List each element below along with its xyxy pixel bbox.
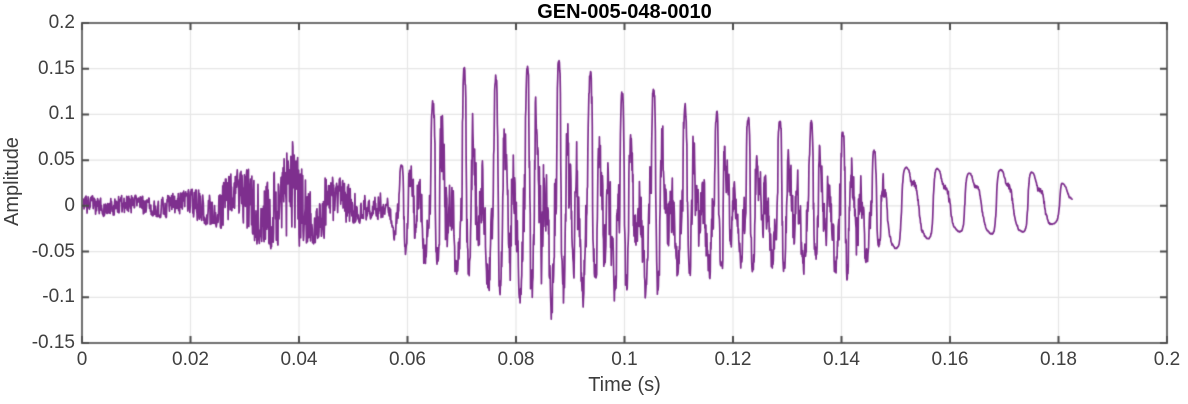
x-tick-label: 0	[76, 349, 88, 370]
x-tick-label: 0.04	[280, 349, 318, 370]
chart-title: GEN-005-048-0010	[537, 1, 712, 23]
x-tick-label: 0.18	[1040, 349, 1077, 370]
y-tick-label: -0.15	[31, 332, 75, 353]
x-axis-label: Time (s)	[588, 374, 661, 396]
x-tick-label: 0.12	[714, 349, 752, 370]
x-tick-label: 0.02	[172, 349, 209, 370]
x-tick-label: 0.08	[497, 349, 535, 370]
x-tick-label: 0.14	[823, 349, 860, 370]
y-tick-label: 0	[64, 194, 75, 216]
x-tick-label: 0.1	[611, 349, 638, 370]
y-tick-label: -0.05	[31, 240, 75, 262]
x-tick-label: 0.16	[931, 349, 969, 370]
x-tick-label: 0.2	[1153, 349, 1181, 370]
y-tick-label: 0.15	[38, 57, 75, 79]
y-tick-label: 0.2	[48, 12, 75, 33]
y-tick-label: 0.1	[48, 103, 75, 125]
x-tick-label: 0.06	[389, 349, 426, 370]
y-tick-label: 0.05	[38, 149, 75, 171]
y-tick-label: -0.1	[42, 286, 75, 308]
